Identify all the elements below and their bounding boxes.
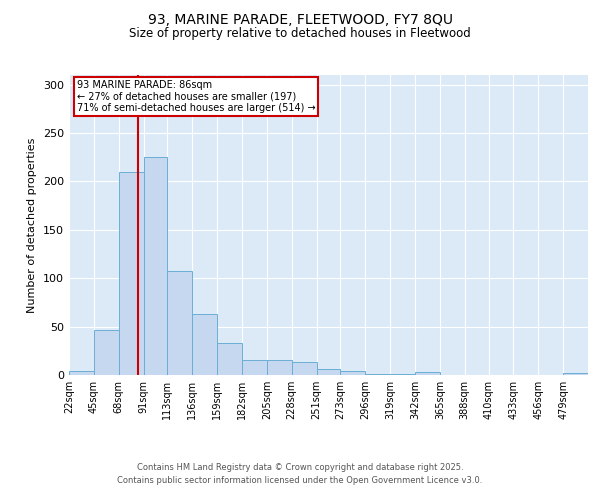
Text: 93, MARINE PARADE, FLEETWOOD, FY7 8QU: 93, MARINE PARADE, FLEETWOOD, FY7 8QU [148,12,452,26]
Bar [217,343,242,375]
Text: Size of property relative to detached houses in Fleetwood: Size of property relative to detached ho… [129,28,471,40]
Y-axis label: Number of detached properties: Number of detached properties [28,138,37,312]
Bar [267,360,292,375]
Bar [119,172,143,375]
Bar [365,374,390,375]
Text: Contains HM Land Registry data © Crown copyright and database right 2025.: Contains HM Land Registry data © Crown c… [137,464,463,472]
Bar [69,371,94,375]
Bar [390,374,415,375]
Bar [192,314,217,375]
Bar [317,369,340,375]
Bar [292,362,317,375]
Bar [167,272,192,375]
Bar [242,360,267,375]
Bar [340,371,365,375]
Bar [415,372,440,375]
Bar [94,330,119,375]
Bar [143,158,167,375]
Bar [563,373,588,375]
Text: 93 MARINE PARADE: 86sqm
← 27% of detached houses are smaller (197)
71% of semi-d: 93 MARINE PARADE: 86sqm ← 27% of detache… [77,80,316,112]
Text: Contains public sector information licensed under the Open Government Licence v3: Contains public sector information licen… [118,476,482,485]
